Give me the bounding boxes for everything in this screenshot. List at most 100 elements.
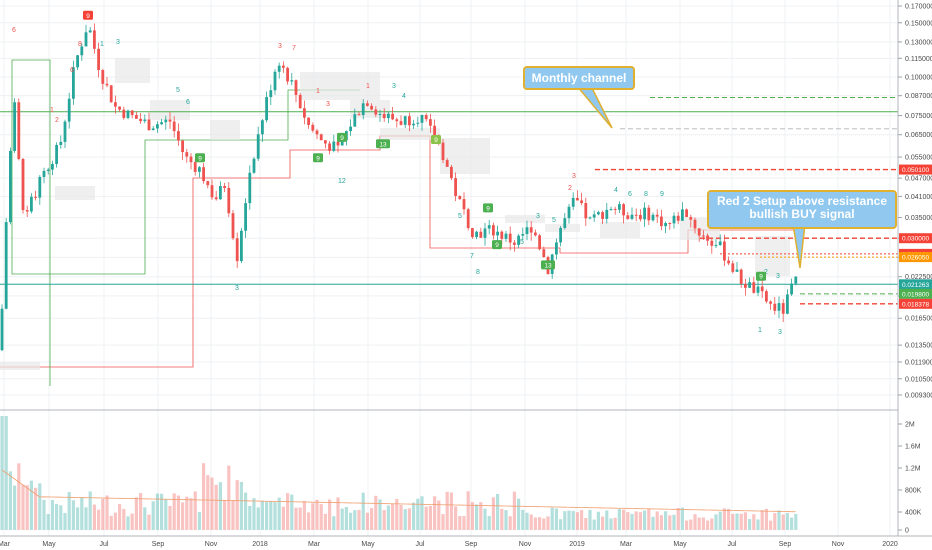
td-count: 3	[572, 173, 576, 180]
candle-body	[496, 231, 499, 236]
volume-bar	[676, 507, 680, 530]
candle-body	[277, 65, 281, 72]
volume-bar	[760, 510, 764, 530]
candle-body	[353, 114, 357, 127]
volume-bar	[21, 484, 25, 530]
candle-body	[172, 121, 176, 132]
volume-bar	[449, 492, 453, 530]
candle-body	[605, 209, 609, 219]
candle-body	[42, 170, 46, 177]
volume-bar	[647, 509, 651, 530]
candle-body	[340, 140, 344, 146]
volume-bar	[84, 507, 88, 530]
candle-body	[366, 103, 369, 106]
candle-body	[38, 176, 42, 198]
candle-body	[403, 116, 407, 125]
candle-body	[370, 105, 373, 110]
candle-body	[168, 119, 172, 122]
candle-body	[559, 227, 562, 243]
candle-body	[72, 67, 75, 99]
volume-bar	[80, 497, 84, 530]
candle-body	[256, 134, 260, 159]
candle-body	[206, 181, 210, 186]
volume-bar	[239, 481, 243, 530]
price-tick-label: 0.055000	[905, 155, 932, 162]
candle-body	[294, 80, 298, 95]
candle-body	[458, 195, 462, 200]
volume-bar	[382, 510, 386, 530]
time-tick-label: May	[361, 541, 375, 548]
candle-body	[735, 269, 739, 272]
volume-bar	[315, 499, 319, 530]
candle-body	[584, 203, 588, 219]
time-tick-label: Nov	[519, 541, 532, 548]
candle-body	[151, 128, 155, 131]
volume-bar	[483, 508, 487, 530]
td-count: 1	[50, 107, 54, 114]
td-badge-label: 9	[86, 13, 90, 20]
price-tick-label: 0.087000	[905, 93, 932, 100]
volume-bar	[592, 519, 596, 530]
setup-callout-pointer	[792, 223, 806, 269]
candle-body	[273, 71, 277, 91]
candle-body	[500, 231, 504, 239]
td-setup-box	[0, 362, 40, 370]
volume-bar	[613, 517, 617, 530]
candle-body	[21, 158, 25, 211]
time-tick-label: Jul	[416, 541, 425, 548]
candle-body	[248, 172, 252, 204]
candle-body	[214, 197, 218, 200]
candle-body	[59, 141, 63, 145]
price-axis[interactable]: 0.170000 0.150000 0.130000 0.115000 0.100000…	[898, 4, 932, 400]
candle-body	[76, 55, 79, 68]
volume-bar	[470, 502, 474, 530]
candle-body	[25, 210, 29, 212]
volume-bar	[76, 507, 80, 530]
volume-bar	[601, 516, 605, 530]
price-tick-label: 0.041000	[905, 194, 932, 201]
volume-bar	[781, 514, 785, 530]
volume-bar	[580, 510, 584, 530]
time-axis[interactable]: Mar May Jul Sep Nov 2018 Mar May Jul Sep Nov 2019 Ma…	[0, 541, 898, 548]
candle-body	[303, 108, 306, 118]
candle-body	[676, 215, 680, 221]
time-tick-label: May	[673, 541, 687, 548]
td-count: 5	[520, 239, 524, 246]
candle-body	[693, 219, 697, 229]
td-support-line	[11, 59, 360, 386]
volume-bar	[181, 502, 185, 530]
candle-body	[487, 225, 491, 229]
candle-body	[744, 283, 747, 288]
volume-bar	[500, 508, 504, 530]
volume-bar	[529, 514, 533, 530]
volume-bar	[634, 511, 638, 530]
volume-bar	[113, 512, 117, 530]
candle-body	[4, 222, 8, 309]
volume-bar	[521, 509, 525, 530]
td-count: 3	[392, 83, 396, 90]
volume-bar	[403, 509, 407, 530]
td-count: 3	[776, 273, 780, 280]
candle-body	[147, 119, 151, 131]
candle-body	[454, 178, 457, 196]
volume-bar	[697, 517, 701, 530]
candle-body	[416, 122, 420, 124]
volume-bar	[223, 500, 227, 530]
td-setup-box	[545, 224, 580, 232]
volume-bar	[298, 507, 302, 530]
volume-bar	[290, 494, 294, 530]
volume-bar	[512, 491, 516, 530]
volume-tick-label: 1.2M	[905, 466, 921, 473]
volume-bar	[420, 496, 424, 530]
td-badge-label: 9	[759, 274, 763, 281]
candle-body	[126, 110, 130, 118]
td-badge-label: 13	[544, 262, 552, 269]
volume-bar	[92, 504, 96, 530]
candle-body	[412, 123, 415, 126]
candle-body	[651, 214, 655, 221]
volume-bar	[55, 503, 59, 530]
volume-bar	[655, 511, 659, 530]
volume-bar	[273, 502, 277, 530]
volume-bar	[29, 480, 33, 530]
